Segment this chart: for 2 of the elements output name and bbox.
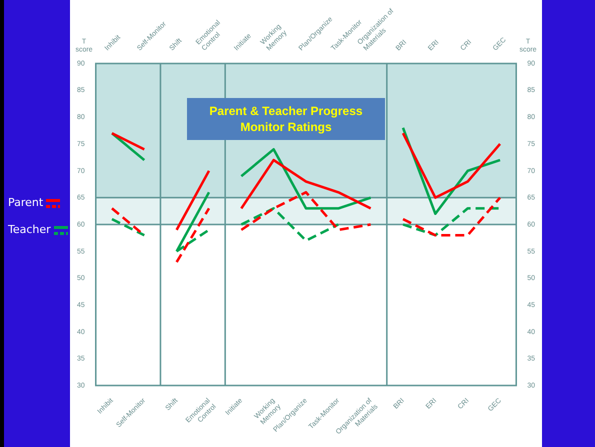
legend-label: Teacher bbox=[8, 223, 51, 236]
legend-label: Parent bbox=[8, 196, 44, 209]
